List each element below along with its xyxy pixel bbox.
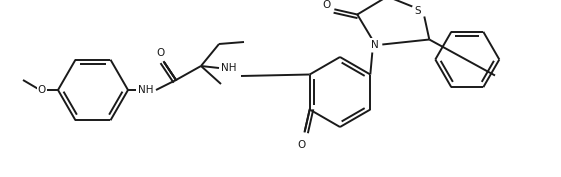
Text: O: O [157, 48, 165, 58]
Text: S: S [414, 7, 421, 16]
Text: NH: NH [138, 85, 154, 95]
Text: N: N [371, 39, 379, 50]
Text: O: O [38, 85, 46, 95]
Text: O: O [297, 141, 306, 150]
Text: O: O [322, 0, 330, 10]
Text: NH: NH [221, 63, 237, 73]
